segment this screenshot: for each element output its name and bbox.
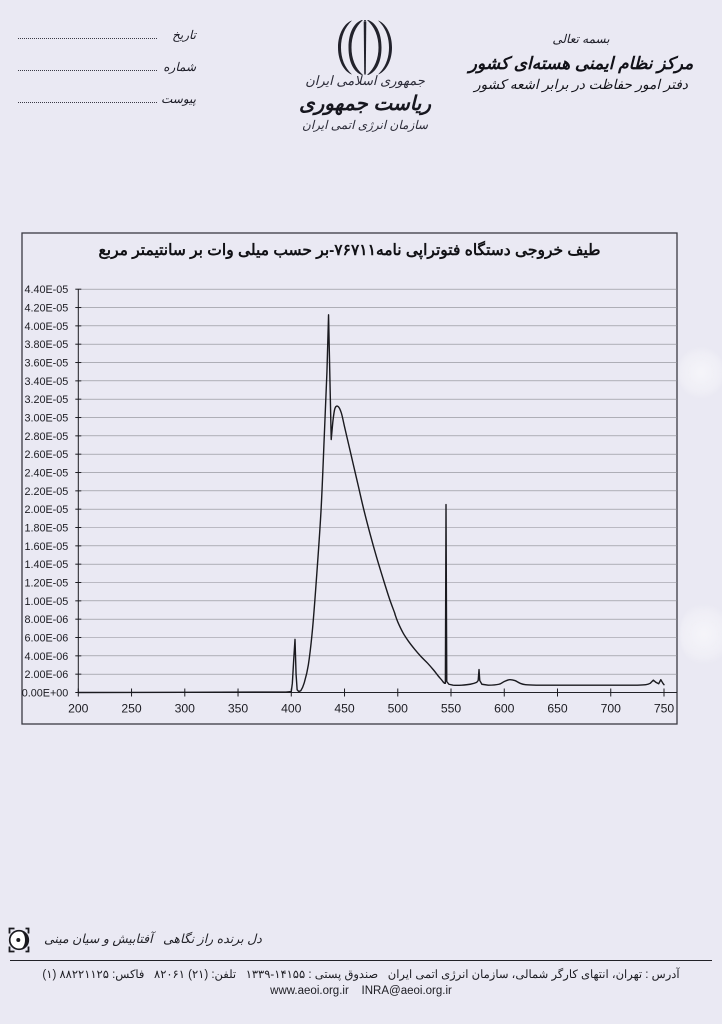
svg-text:1.60E-05: 1.60E-05 [24, 541, 68, 553]
svg-text:2.00E-06: 2.00E-06 [24, 669, 68, 681]
svg-text:0.00E+00: 0.00E+00 [22, 688, 69, 700]
svg-text:450: 450 [334, 702, 355, 716]
svg-text:500: 500 [388, 702, 409, 716]
svg-text:8.00E-06: 8.00E-06 [24, 614, 68, 626]
svg-text:300: 300 [175, 702, 196, 716]
svg-text:200: 200 [68, 702, 89, 716]
svg-text:250: 250 [121, 702, 142, 716]
svg-text:1.80E-05: 1.80E-05 [24, 523, 68, 535]
svg-text:3.80E-05: 3.80E-05 [24, 339, 68, 351]
svg-text:3.00E-05: 3.00E-05 [24, 413, 68, 425]
svg-text:6.00E-06: 6.00E-06 [24, 633, 68, 645]
svg-text:650: 650 [547, 702, 568, 716]
svg-text:3.40E-05: 3.40E-05 [24, 376, 68, 388]
svg-text:2.60E-05: 2.60E-05 [24, 449, 68, 461]
svg-text:550: 550 [441, 702, 462, 716]
svg-text:1.40E-05: 1.40E-05 [24, 559, 68, 571]
svg-text:2.00E-05: 2.00E-05 [24, 504, 68, 516]
svg-text:4.00E-06: 4.00E-06 [24, 651, 68, 663]
svg-text:1.00E-05: 1.00E-05 [24, 596, 68, 608]
svg-text:600: 600 [494, 702, 515, 716]
svg-text:1.20E-05: 1.20E-05 [24, 578, 68, 590]
svg-text:4.20E-05: 4.20E-05 [24, 303, 68, 315]
svg-text:4.40E-05: 4.40E-05 [24, 284, 68, 296]
svg-text:3.60E-05: 3.60E-05 [24, 358, 68, 370]
svg-text:طیف خروجی دستگاه فتوتراپی نامه: طیف خروجی دستگاه فتوتراپی نامه۷۶۷۱۱-بر ح… [99, 240, 601, 260]
svg-text:400: 400 [281, 702, 302, 716]
svg-text:2.80E-05: 2.80E-05 [24, 431, 68, 443]
svg-text:750: 750 [654, 702, 675, 716]
svg-text:2.40E-05: 2.40E-05 [24, 468, 68, 480]
svg-text:350: 350 [228, 702, 249, 716]
svg-text:700: 700 [601, 702, 622, 716]
svg-text:2.20E-05: 2.20E-05 [24, 486, 68, 498]
svg-text:3.20E-05: 3.20E-05 [24, 394, 68, 406]
svg-text:4.00E-05: 4.00E-05 [24, 321, 68, 333]
